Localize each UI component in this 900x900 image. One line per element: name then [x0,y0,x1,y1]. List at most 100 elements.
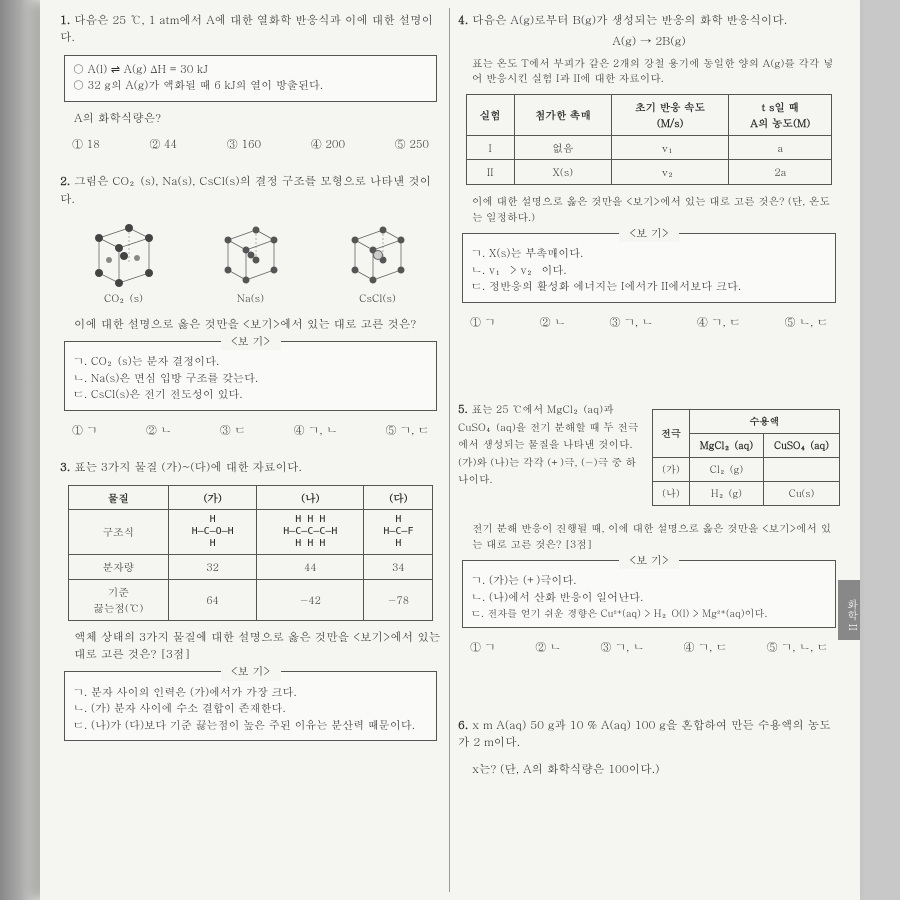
th: 수용액 [689,410,839,434]
problem-prompt: 다음은 25 ℃, 1 atm에서 A에 대한 열화학 반응식과 이에 대한 설… [60,12,433,45]
bogi-item: ㄱ. X(s)는 부촉매이다. [471,246,827,263]
box-line: ○ A(l) ⇌ A(g) ΔH = 30 kJ [73,62,428,79]
th: 물질 [68,485,168,510]
sub-question: x는? (단, A의 화학식량은 100이다.) [472,761,840,778]
problem-prompt: 표는 3가지 물질 (가)~(다)에 대한 자료이다. [74,459,302,475]
td: 32 [169,555,257,580]
bogi-item: ㄴ. v₁ > v₂ 이다. [471,263,827,280]
th: 초기 반응 속도 (M/s) [612,95,729,136]
choice: ② ㄴ [540,315,566,332]
sub-question: 이에 대한 설명으로 옳은 것만을 <보기>에서 있는 대로 고른 것은? (단… [472,193,840,225]
th: CuSO₄(aq) [764,434,840,458]
choice: ③ ㄱ, ㄴ [609,315,653,332]
bogi-item: ㄴ. (나)에서 산화 반응이 일어난다. [471,590,827,607]
choice: ① ㄱ [470,315,496,332]
choice: ④ ㄱ, ㄷ [697,315,741,332]
exam-page: 화학 II 1. 다음은 25 ℃, 1 atm에서 A에 대한 열화학 반응식… [40,0,860,900]
choice: ① 18 [72,137,100,154]
choice: ④ ㄱ, ㄴ [294,423,338,440]
cube-icon [216,218,286,288]
choice: ② ㄴ [535,640,561,657]
th: (다) [364,485,433,510]
td: 2a [729,160,832,185]
bogi-item: ㄷ. 전자를 얻기 쉬운 경향은 Cu²⁺(aq) > H₂O(l) > Mg²… [471,606,827,621]
problem-3: 3. 표는 3가지 물질 (가)~(다)에 대한 자료이다. 물질 (가) (나… [60,459,441,741]
bogi-item: ㄴ. (가) 분자 사이에 수소 결합이 존재한다. [73,701,428,718]
problem-prompt: 그림은 CO₂(s), Na(s), CsCl(s)의 결정 구조를 모형으로 … [60,173,431,206]
crystal-na: Na(s) [216,218,286,306]
th: (나) [257,485,364,510]
problem-4: 4. 다음은 A(g)로부터 B(g)가 생성되는 반응의 화학 반응식이다. … [458,12,840,335]
bogi-box: <보 기> ㄱ. X(s)는 부촉매이다. ㄴ. v₁ > v₂ 이다. ㄷ. … [462,233,836,303]
choice: ⑤ ㄱ, ㄴ, ㄷ [767,640,828,657]
sub-question: 이에 대한 설명으로 옳은 것만을 <보기>에서 있는 대로 고른 것은? [74,316,441,333]
td: Cl₂(g) [689,458,763,482]
problem-prompt: 다음은 A(g)로부터 B(g)가 생성되는 반응의 화학 반응식이다. [472,12,787,28]
td: Cu(s) [764,482,840,506]
bogi-title: <보 기> [619,226,679,243]
td: −78 [364,580,433,621]
choice: ③ 160 [227,137,261,154]
td: v₁ [612,135,729,160]
structural-formula: HH—C—O—HH [169,510,257,555]
bogi-item: ㄷ. 정반응의 활성화 에너지는 I에서가 II에서보다 크다. [471,279,827,296]
bogi-box: <보 기> ㄱ. (가)는 (+)극이다. ㄴ. (나)에서 산화 반응이 일어… [462,560,836,629]
td: v₂ [612,160,729,185]
th: (가) [169,485,257,510]
td: −42 [257,580,364,621]
problem-number: 2. [60,173,70,189]
bogi-title: <보 기> [221,664,281,681]
td: 기준 끓는점(℃) [68,580,168,621]
th: 첨가한 촉매 [514,95,611,136]
th: 전극 [653,410,690,458]
problem-5: 5. 표는 25 ℃에서 MgCl₂(aq)과 CuSO₄(aq)을 전기 분해… [458,401,840,661]
equation: A(g) → 2B(g) [458,33,840,50]
crystal-co2: CO₂(s) [89,218,159,306]
choice: ⑤ 250 [395,137,429,154]
td: I [466,135,514,160]
choice: ⑤ ㄱ, ㄷ [385,423,429,440]
choice: ③ ㄱ, ㄴ [600,640,644,657]
td: (나) [653,482,690,506]
problem-prompt: 표는 25 ℃에서 MgCl₂(aq)과 CuSO₄(aq)을 전기 분해할 때… [458,401,638,486]
bogi-item: ㄴ. Na(s)은 면심 입방 구조를 갖는다. [73,371,428,388]
box-line: ○ 32 g의 A(g)가 액화될 때 6 kJ의 열이 방출된다. [73,78,428,95]
left-column: 1. 다음은 25 ℃, 1 atm에서 A에 대한 열화학 반응식과 이에 대… [52,8,450,892]
crystal-cscl: CsCl(s) [343,218,413,306]
th: MgCl₂(aq) [689,434,763,458]
choice: ③ ㄷ [220,423,246,440]
crystal-diagrams: CO₂(s) [60,218,441,306]
choices: ① ㄱ ② ㄴ ③ ㄱ, ㄴ ④ ㄱ, ㄷ ⑤ ㄱ, ㄴ, ㄷ [458,636,840,661]
choices: ① ㄱ ② ㄴ ③ ㄷ ④ ㄱ, ㄴ ⑤ ㄱ, ㄷ [60,419,441,444]
choice: ① ㄱ [470,640,496,657]
bogi-item: ㄱ. (가)는 (+)극이다. [471,573,827,590]
td: 분자량 [68,555,168,580]
sub-question: 전기 분해 반응이 진행될 때, 이에 대한 설명으로 옳은 것만을 <보기>에… [472,520,840,552]
td: 구조식 [68,510,168,555]
crystal-label: Na(s) [216,290,286,306]
problem-2: 2. 그림은 CO₂(s), Na(s), CsCl(s)의 결정 구조를 모형… [60,173,441,443]
bogi-box: <보 기> ㄱ. 분자 사이의 인력은 (가)에서가 가장 크다. ㄴ. (가)… [64,671,437,741]
structural-formula: H H HH—C—C—C—HH H H [257,510,364,555]
right-column: 4. 다음은 A(g)로부터 B(g)가 생성되는 반응의 화학 반응식이다. … [450,8,848,892]
choice: ② 44 [149,137,177,154]
cube-icon [89,218,159,288]
bogi-title: <보 기> [619,553,679,570]
cube-icon [343,218,413,288]
crystal-label: CO₂(s) [89,290,159,306]
bogi-item: ㄱ. 분자 사이의 인력은 (가)에서가 가장 크다. [73,685,428,702]
book-spine [0,0,40,900]
td: H₂(g) [689,482,763,506]
choice: ⑤ ㄴ, ㄷ [784,315,828,332]
td [764,458,840,482]
data-table: 실험 첨가한 촉매 초기 반응 속도 (M/s) t s일 때 A의 농도(M)… [466,94,833,185]
td: (가) [653,458,690,482]
choice: ① ㄱ [72,423,98,440]
th: t s일 때 A의 농도(M) [729,95,832,136]
td: 64 [169,580,257,621]
td: a [729,135,832,160]
bogi-item: ㄷ. (나)가 (다)보다 기준 끓는점이 높은 주된 이유는 분산력 때문이다… [73,718,428,735]
choices: ① 18 ② 44 ③ 160 ④ 200 ⑤ 250 [60,133,441,158]
sub-question: 액체 상태의 3가지 물질에 대한 설명으로 옳은 것만을 <보기>에서 있는 … [74,629,441,664]
problem-number: 5. [458,402,468,417]
